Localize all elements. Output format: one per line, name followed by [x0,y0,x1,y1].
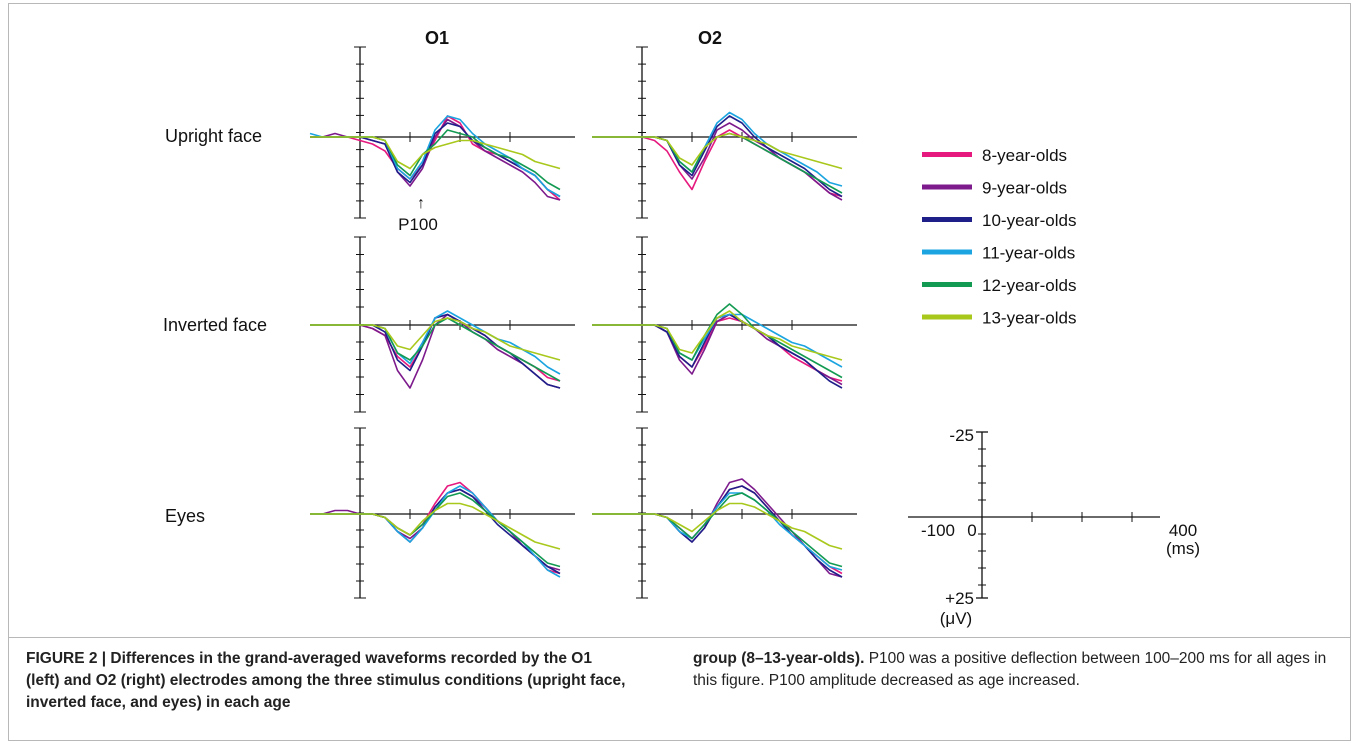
caption-left: FIGURE 2 | Differences in the grand-aver… [26,648,626,714]
waveform-line [592,122,843,201]
legend: 8-year-olds 9-year-olds 10-year-olds 11-yea… [922,146,1077,328]
waveform-line [310,485,561,578]
figure-frame [8,3,1351,741]
panel-o1-inverted-face [310,236,575,413]
waveform-panels [309,46,857,599]
waveform-line [310,502,561,550]
waveform-line [309,115,561,198]
scale-bar: -25 +25 (μV) -100 0 400 (ms) [908,426,1200,628]
waveform-line [592,485,843,575]
scale-y-unit: (μV) [940,609,972,628]
legend-swatch [922,217,972,222]
legend-swatch [922,314,972,320]
caption-right: group (8–13-year-olds). P100 was a posit… [693,648,1333,692]
panel-o1-upright-face [309,46,575,219]
legend-label: 12-year-olds [982,276,1077,295]
scale-x-left-label: -100 [921,521,955,540]
legend-swatch [922,249,972,255]
figure-svg: O1 O2 Upright face Inverted face Eyes ↑ … [163,28,1200,628]
row-label-upright-face: Upright face [165,126,262,146]
waveform-line [310,115,561,201]
scale-x-zero-label: 0 [967,521,976,540]
waveform-line [592,310,843,361]
waveform-line [592,132,843,194]
p100-arrow: ↑ [417,195,425,212]
waveform-line [592,478,843,578]
legend-label: 8-year-olds [982,146,1067,165]
scale-x-unit: (ms) [1166,539,1200,558]
scale-y-top-label: -25 [949,426,974,445]
panel-o2-upright-face [592,46,857,219]
legend-swatch [922,282,972,287]
row-label-eyes: Eyes [165,506,205,526]
legend-label: 9-year-olds [982,179,1067,198]
waveform-line [310,488,561,575]
panel-o1-eyes [310,427,575,599]
waveform-line [592,502,843,550]
caption-right-bold: group (8–13-year-olds). [693,650,865,667]
waveform-line [592,132,843,170]
waveform-line [310,317,561,361]
legend-swatch [922,184,972,190]
caption-right-text: P100 was a positive deflection between 1… [693,650,1327,689]
waveform-line [310,310,561,375]
waveform-line [310,481,561,575]
waveform-line [310,136,561,170]
column-title-o1: O1 [425,28,449,48]
waveform-line [310,488,561,571]
legend-label: 13-year-olds [982,309,1077,328]
waveform-line [310,122,561,198]
scale-y-bottom-label: +25 [945,589,974,608]
panel-o2-inverted-face [592,236,857,413]
waveform-line [592,303,843,379]
waveform-line [592,115,843,198]
legend-label: 10-year-olds [982,211,1077,230]
waveform-line [592,111,843,187]
caption-left-bold: FIGURE 2 | Differences in the grand-aver… [26,650,626,711]
row-label-inverted-face: Inverted face [163,315,267,335]
column-title-o2: O2 [698,28,722,48]
caption-divider [9,637,1351,638]
panel-o2-eyes [592,427,857,599]
p100-label: P100 [398,215,438,234]
legend-label: 11-year-olds [982,244,1075,263]
scale-x-right-label: 400 [1169,521,1197,540]
waveform-line [592,129,843,198]
legend-swatch [922,152,972,157]
